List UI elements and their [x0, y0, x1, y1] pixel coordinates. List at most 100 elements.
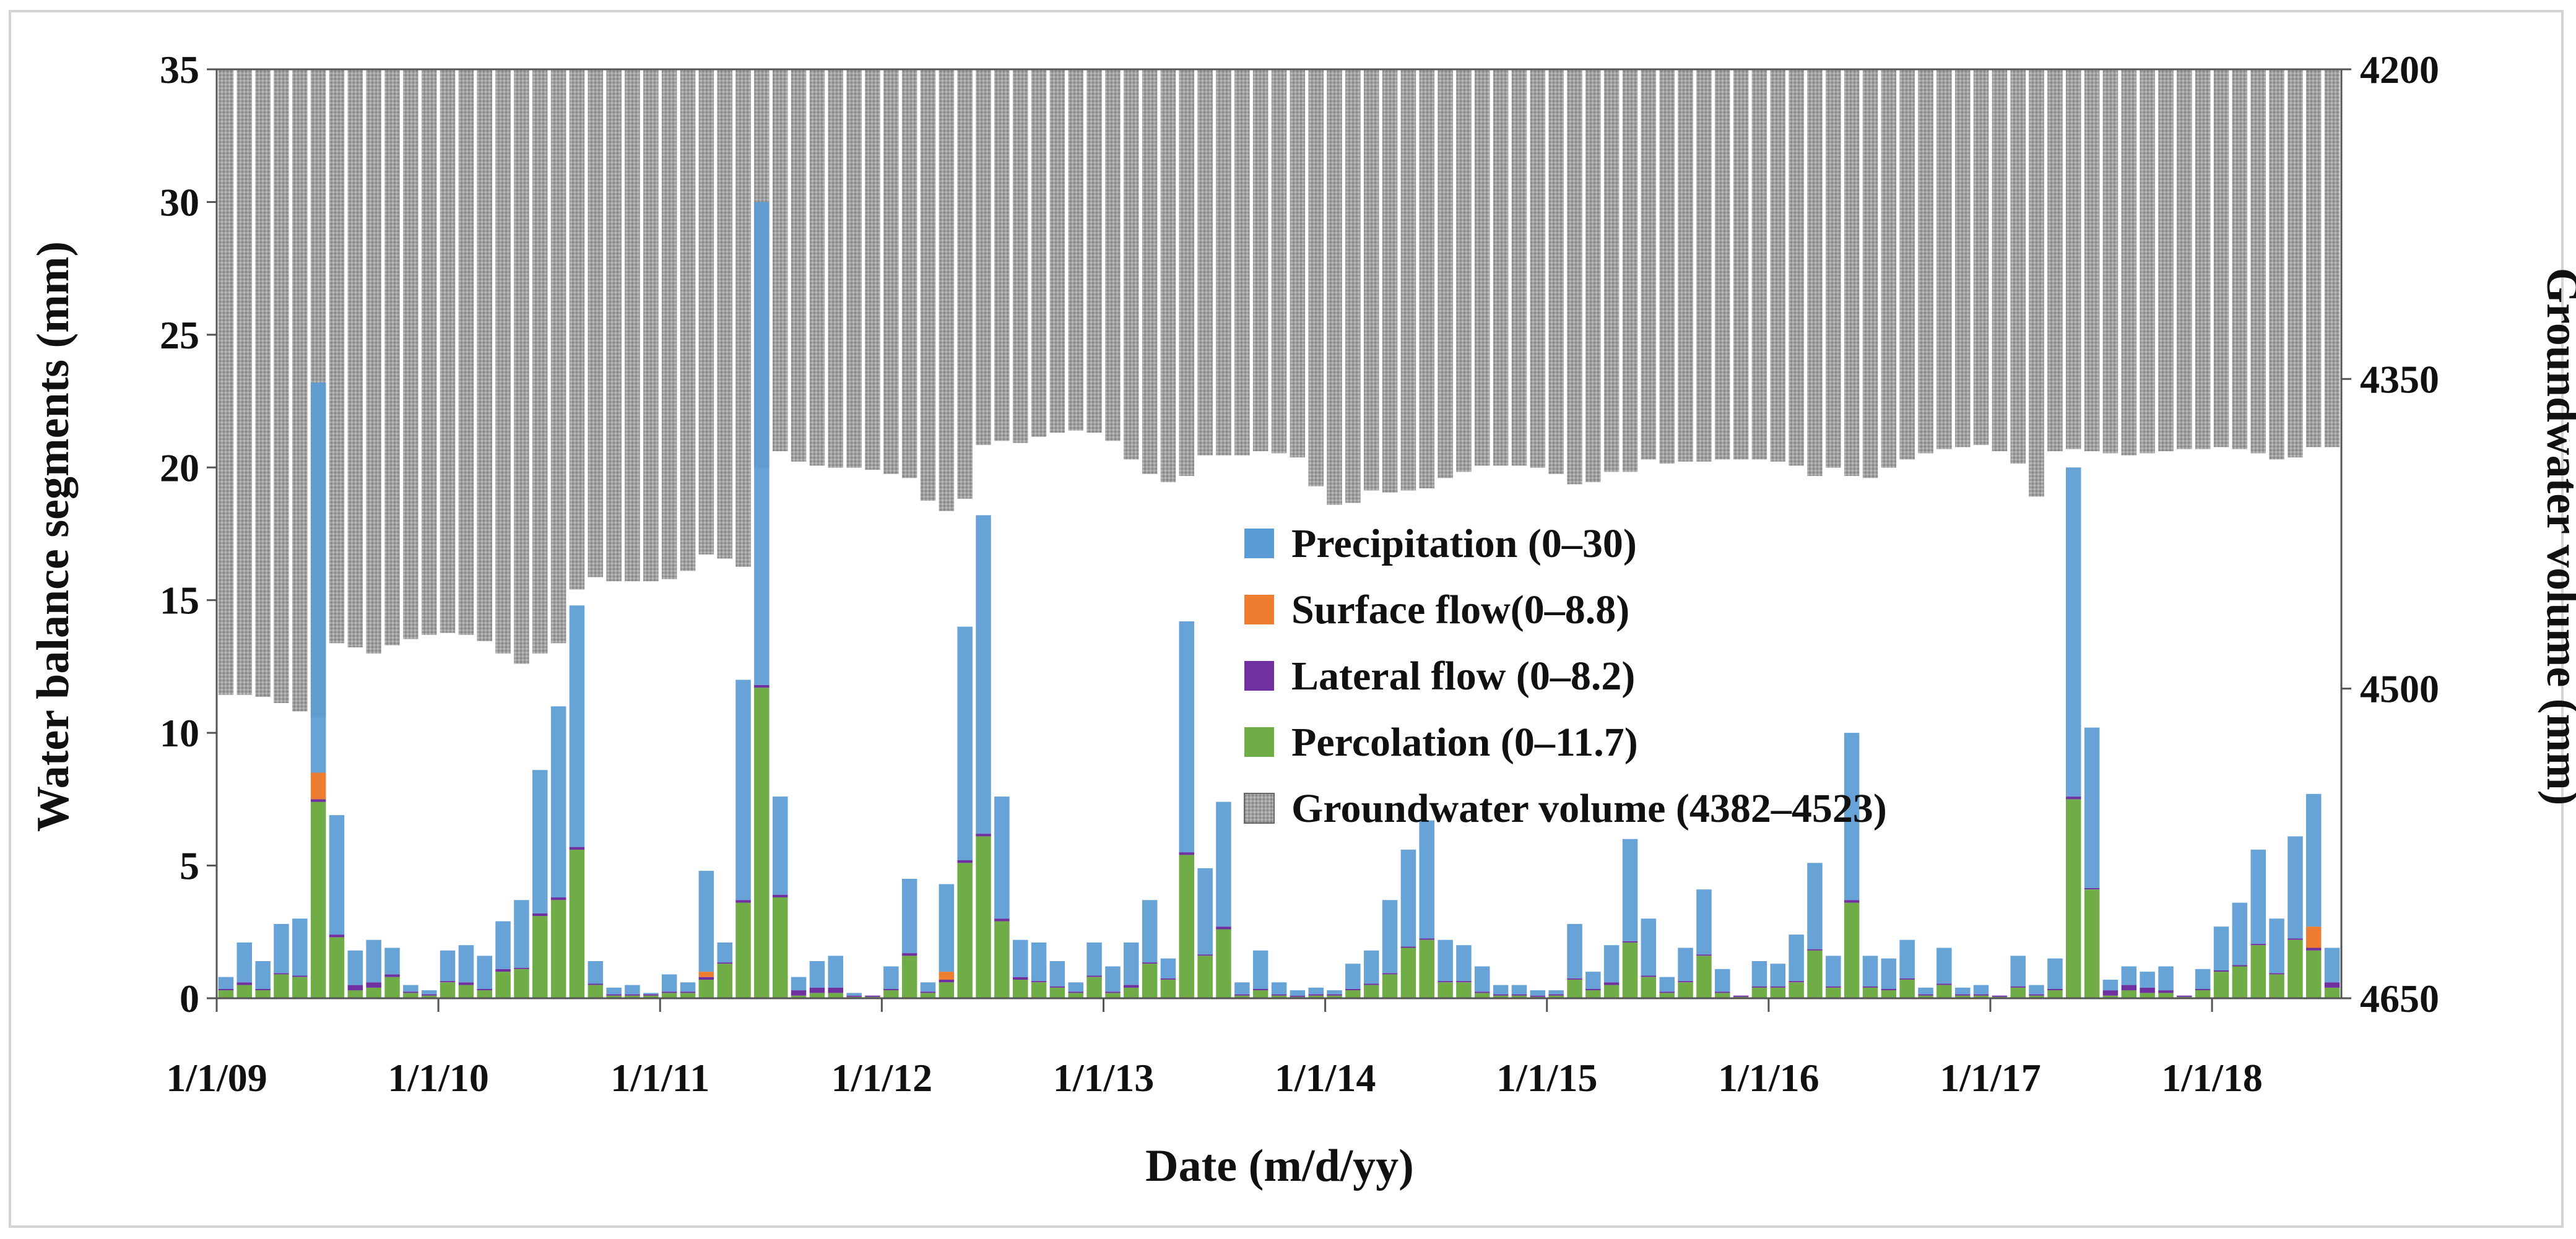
legend-label-precipitation: Precipitation (0–30): [1291, 521, 1637, 566]
percolation-bar-75: [1603, 985, 1620, 998]
lateral-flow-bar-55: [1234, 994, 1250, 996]
groundwater-bar-82: [1733, 69, 1749, 460]
percolation-bar-108: [2213, 972, 2229, 998]
percolation-bar-86: [1807, 950, 1823, 998]
groundwater-bar-38: [920, 69, 936, 501]
precipitation-bar-59: [1308, 987, 1324, 995]
lateral-flow-bar-69: [1493, 994, 1509, 996]
lateral-flow-bar-29: [754, 684, 770, 688]
groundwater-bar-84: [1770, 69, 1785, 462]
lateral-flow-bar-87: [1826, 986, 1841, 988]
lateral-flow-bar-74: [1585, 989, 1601, 991]
percolation-bar-0: [218, 990, 234, 998]
percolation-bar-45: [1049, 987, 1065, 998]
precipitation-bar-75: [1603, 945, 1620, 983]
groundwater-bar-41: [976, 69, 991, 446]
percolation-bar-10: [403, 993, 418, 998]
groundwater-bar-6: [329, 69, 345, 644]
percolation-bar-49: [1124, 987, 1139, 998]
x-tick-label-7: 1/1/16: [1718, 1056, 1819, 1100]
precipitation-bar-109: [2232, 902, 2248, 965]
lateral-flow-bar-10: [403, 991, 418, 993]
percolation-bar-90: [1881, 990, 1897, 998]
percolation-bar-43: [1013, 980, 1028, 998]
lateral-flow-bar-18: [550, 897, 566, 900]
groundwater-bar-54: [1216, 69, 1231, 455]
groundwater-bar-3: [274, 69, 289, 703]
groundwater-bar-111: [2269, 69, 2284, 460]
y-tick-label-25: 25: [160, 313, 199, 357]
groundwater-bar-86: [1807, 69, 1823, 477]
percolation-bar-6: [329, 937, 345, 998]
precipitation-bar-102: [2102, 980, 2118, 991]
precipitation-bar-78: [1659, 977, 1675, 992]
y2-axis-title: Groundwater volume (mm): [2537, 268, 2576, 806]
groundwater-bar-24: [661, 69, 677, 579]
precipitation-bar-48: [1105, 966, 1121, 992]
groundwater-bar-79: [1678, 69, 1693, 462]
precipitation-bar-54: [1216, 801, 1231, 927]
percolation-bar-14: [477, 990, 492, 998]
groundwater-bar-49: [1124, 69, 1139, 460]
precipitation-bar-39: [939, 884, 955, 972]
precipitation-bar-29: [754, 202, 770, 685]
groundwater-bar-60: [1327, 69, 1342, 505]
groundwater-bar-87: [1826, 69, 1841, 468]
precipitation-bar-83: [1751, 961, 1767, 986]
groundwater-bar-91: [1899, 69, 1915, 460]
percolation-bar-39: [939, 982, 955, 998]
groundwater-bar-57: [1271, 69, 1287, 454]
lateral-flow-bar-15: [495, 969, 511, 972]
groundwater-bar-8: [366, 69, 381, 654]
lateral-flow-bar-19: [569, 847, 585, 850]
groundwater-bar-40: [957, 69, 973, 499]
lateral-flow-bar-104: [2140, 987, 2155, 993]
groundwater-bar-36: [883, 69, 899, 474]
surface-flow-bar-5: [310, 772, 326, 800]
lateral-flow-bar-6: [329, 935, 345, 938]
precipitation-bar-33: [828, 956, 843, 988]
lateral-flow-bar-92: [1918, 994, 1933, 996]
groundwater-bar-71: [1530, 69, 1546, 468]
lateral-flow-bar-0: [218, 989, 234, 991]
y-axis-title: Water balance segments (mm): [28, 241, 79, 832]
groundwater-bar-7: [347, 69, 363, 647]
precipitation-bar-46: [1068, 982, 1083, 992]
precipitation-bar-0: [218, 977, 234, 989]
legend-label-lateral-flow: Lateral flow (0–8.2): [1291, 654, 1635, 699]
lateral-flow-bar-73: [1567, 978, 1582, 980]
lateral-flow-bar-58: [1290, 995, 1306, 997]
groundwater-bar-30: [773, 69, 788, 452]
groundwater-bar-59: [1308, 69, 1324, 486]
y-tick-label-15: 15: [160, 579, 199, 623]
lateral-flow-bar-43: [1013, 977, 1028, 980]
lateral-flow-bar-47: [1086, 975, 1102, 977]
groundwater-bar-50: [1142, 69, 1158, 474]
precipitation-bar-15: [495, 921, 511, 969]
lateral-flow-bar-46: [1068, 991, 1083, 993]
precipitation-bar-11: [422, 990, 437, 995]
groundwater-bar-85: [1789, 69, 1804, 466]
lateral-flow-bar-22: [625, 994, 640, 996]
precipitation-bar-100: [2066, 467, 2081, 797]
groundwater-bar-108: [2213, 69, 2229, 447]
groundwater-bar-43: [1013, 69, 1028, 443]
percolation-bar-93: [1936, 985, 1952, 998]
precipitation-bar-89: [1862, 956, 1878, 986]
lateral-flow-bar-112: [2288, 938, 2303, 940]
groundwater-bar-89: [1862, 69, 1878, 478]
legend-label-percolation: Percolation (0–11.7): [1291, 720, 1638, 765]
precipitation-bar-7: [347, 950, 363, 985]
lateral-flow-bar-75: [1603, 982, 1620, 985]
groundwater-bar-46: [1068, 69, 1083, 431]
lateral-flow-bar-89: [1862, 986, 1878, 988]
lateral-flow-bar-97: [2010, 986, 2026, 988]
x-tick-label-0: 1/1/09: [166, 1056, 267, 1100]
groundwater-bar-70: [1511, 69, 1527, 466]
percolation-bar-95: [1973, 995, 1989, 998]
precipitation-bar-37: [901, 879, 917, 954]
precipitation-bar-23: [643, 993, 659, 995]
precipitation-bar-71: [1530, 990, 1546, 996]
precipitation-bar-40: [957, 626, 973, 860]
precipitation-bar-63: [1382, 900, 1398, 974]
